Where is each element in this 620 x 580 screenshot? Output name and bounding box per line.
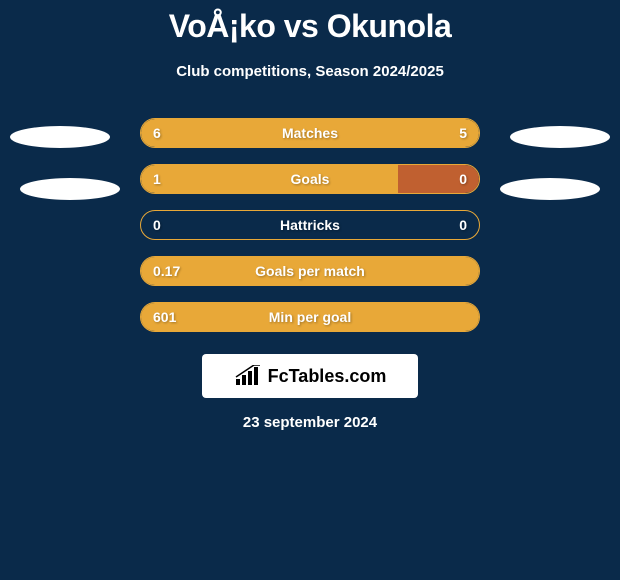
stat-row-goals: 1 Goals 0 — [140, 164, 480, 194]
subtitle: Club competitions, Season 2024/2025 — [0, 63, 620, 80]
stat-label: Min per goal — [269, 309, 351, 325]
stat-value-left: 0 — [153, 217, 161, 233]
player-ellipse-left-2 — [20, 178, 120, 200]
stats-container: 6 Matches 5 1 Goals 0 0 Hattricks 0 0.17… — [0, 118, 620, 332]
logo-text: FcTables.com — [268, 366, 387, 387]
stat-value-left: 1 — [153, 171, 161, 187]
stat-row-matches: 6 Matches 5 — [140, 118, 480, 148]
stat-row-hattricks: 0 Hattricks 0 — [140, 210, 480, 240]
logo-container[interactable]: FcTables.com — [202, 354, 418, 398]
chart-icon — [234, 365, 262, 387]
stat-value-right: 0 — [459, 217, 467, 233]
stat-label: Matches — [282, 125, 338, 141]
stat-value-left: 0.17 — [153, 263, 180, 279]
stat-fill-right — [325, 119, 479, 147]
stat-value-left: 6 — [153, 125, 161, 141]
stat-value-right: 0 — [459, 171, 467, 187]
player-ellipse-right-2 — [500, 178, 600, 200]
stat-label: Goals — [291, 171, 330, 187]
stat-label: Hattricks — [280, 217, 340, 233]
stat-label: Goals per match — [255, 263, 365, 279]
player-ellipse-right-1 — [510, 126, 610, 148]
stat-value-left: 601 — [153, 309, 176, 325]
stat-row-min-per-goal: 601 Min per goal — [140, 302, 480, 332]
stat-row-goals-per-match: 0.17 Goals per match — [140, 256, 480, 286]
date-text: 23 september 2024 — [0, 414, 620, 431]
stat-fill-left — [141, 165, 398, 193]
stat-value-right: 5 — [459, 125, 467, 141]
player-ellipse-left-1 — [10, 126, 110, 148]
page-title: VoÅ¡ko vs Okunola — [0, 0, 620, 45]
